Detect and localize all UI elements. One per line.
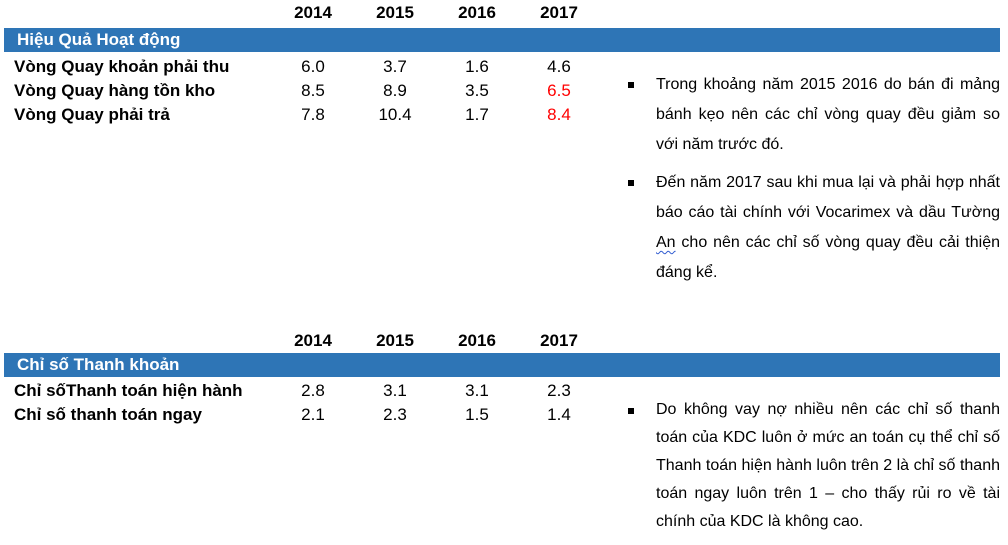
- note-text: Trong khoảng năm 2015 2016 do bán đi mản…: [656, 76, 1000, 153]
- note-text: Do không vay nợ nhiều nên các chỉ số tha…: [656, 401, 1000, 530]
- table1-row2-value-2014: 8.5: [301, 81, 325, 100]
- table1-row2-value-2015: 8.9: [383, 81, 407, 100]
- table2-row2-label: Chỉ số thanh toán ngay: [14, 405, 202, 424]
- table1-year-2016: 2016: [458, 3, 496, 22]
- table-row: Chỉ sốThanh toán hiện hành 2.8 3.1 3.1 2…: [0, 379, 600, 403]
- table-row: Vòng Quay khoản phải thu 6.0 3.7 1.6 4.6: [0, 55, 600, 79]
- table1-row1-value-2014: 6.0: [301, 57, 325, 76]
- table1-row1-label: Vòng Quay khoản phải thu: [14, 57, 230, 76]
- bullet-square-icon: [628, 180, 634, 186]
- note-operating-improvement: Đến năm 2017 sau khi mua lại và phải hợp…: [628, 168, 1002, 288]
- table2-row1-value-2015: 3.1: [383, 381, 407, 400]
- table2-row1-label: Chỉ sốThanh toán hiện hành: [14, 381, 243, 400]
- table1-row1-value-2016: 1.6: [465, 57, 489, 76]
- table2-year-2014: 2014: [294, 331, 332, 350]
- table2-row2-value-2015: 2.3: [383, 405, 407, 424]
- note-text-post: cho nên các chỉ số vòng quay đều cải thi…: [656, 234, 1000, 281]
- table2-row2-value-2014: 2.1: [301, 405, 325, 424]
- table2-year-header-row: 2014 2015 2016 2017: [0, 330, 600, 352]
- table1-row2-value-2017-red: 6.5: [547, 81, 571, 100]
- table2-label-column-spacer: [0, 330, 272, 352]
- table1-year-2014: 2014: [294, 3, 332, 22]
- table-row: Chỉ số thanh toán ngay 2.1 2.3 1.5 1.4: [0, 403, 600, 427]
- bullet-square-icon: [628, 408, 634, 414]
- table1-row2-value-2016: 3.5: [465, 81, 489, 100]
- table1-row3-value-2015: 10.4: [378, 105, 412, 124]
- table1-row3-value-2017-red: 8.4: [547, 105, 571, 124]
- table1-row2-label: Vòng Quay hàng tồn kho: [14, 81, 216, 100]
- table1-row3-label: Vòng Quay phải trả: [14, 105, 170, 124]
- bullet-square-icon: [628, 82, 634, 88]
- table2-row2-value-2016: 1.5: [465, 405, 489, 424]
- table1-year-2017: 2017: [540, 3, 578, 22]
- table2-year-2017: 2017: [540, 331, 578, 350]
- note-text-pre: Đến năm 2017 sau khi mua lại và phải hợp…: [656, 174, 1000, 221]
- table2-rows: Chỉ sốThanh toán hiện hành 2.8 3.1 3.1 2…: [0, 379, 600, 427]
- note-operating-decline: Trong khoảng năm 2015 2016 do bán đi mản…: [628, 70, 1002, 160]
- table2-year-2015: 2015: [376, 331, 414, 350]
- table1-row1-value-2015: 3.7: [383, 57, 407, 76]
- table1-year-header-row: 2014 2015 2016 2017: [0, 2, 600, 24]
- table1-label-column-spacer: [0, 2, 272, 24]
- table2-row1-value-2016: 3.1: [465, 381, 489, 400]
- table2-year-2016: 2016: [458, 331, 496, 350]
- spellcheck-underlined-word: An: [656, 234, 676, 251]
- note-text: Đến năm 2017 sau khi mua lại và phải hợp…: [656, 168, 1000, 288]
- table1-section-header: Hiệu Quả Hoạt động: [4, 28, 1000, 52]
- table1-year-2015: 2015: [376, 3, 414, 22]
- table1-row3-value-2014: 7.8: [301, 105, 325, 124]
- table2-row1-value-2017: 2.3: [547, 381, 571, 400]
- table-row: Vòng Quay phải trả 7.8 10.4 1.7 8.4: [0, 103, 600, 127]
- table2-section-header: Chỉ số Thanh khoản: [4, 353, 1000, 377]
- table-row: Vòng Quay hàng tồn kho 8.5 8.9 3.5 6.5: [0, 79, 600, 103]
- note-liquidity-safety: Do không vay nợ nhiều nên các chỉ số tha…: [628, 396, 1002, 536]
- table1-row1-value-2017: 4.6: [547, 57, 571, 76]
- table1-rows: Vòng Quay khoản phải thu 6.0 3.7 1.6 4.6…: [0, 55, 600, 127]
- table1-row3-value-2016: 1.7: [465, 105, 489, 124]
- table2-row2-value-2017: 1.4: [547, 405, 571, 424]
- table2-row1-value-2014: 2.8: [301, 381, 325, 400]
